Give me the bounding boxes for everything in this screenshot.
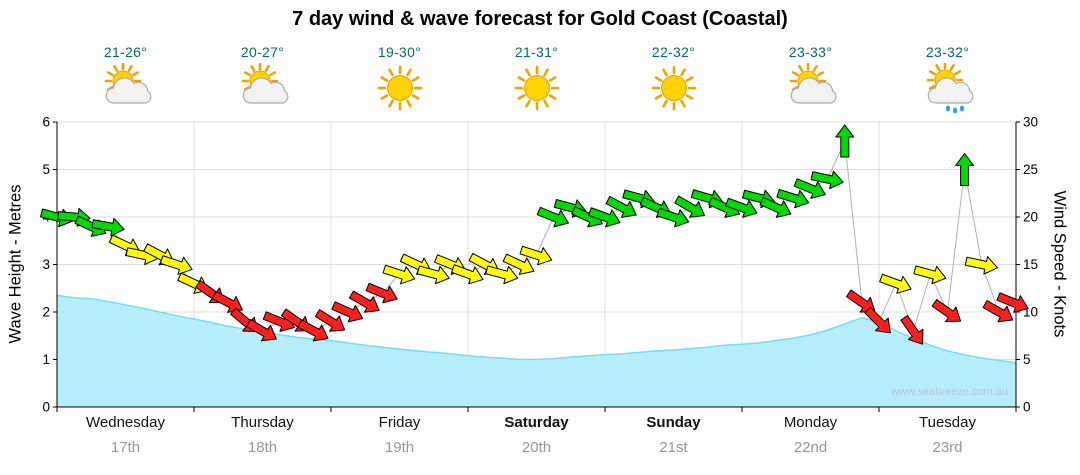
day-date: 19th [384,439,415,456]
weather-icon-slot [194,62,331,116]
wind-arrow [382,264,416,285]
wind-arrow [485,265,519,285]
wind-arrow [314,309,346,332]
wind-arrow [502,253,535,275]
partly-cloudy-icon [104,63,151,104]
weather-icon-slot [57,62,194,116]
weather-icon-slot [879,62,1016,116]
left-tick-label: 0 [42,400,50,415]
weather-icon-slot [331,62,468,116]
right-tick-label: 0 [1023,400,1031,415]
left-tick-label: 5 [42,162,50,177]
left-tick-label: 1 [42,352,50,367]
day-date: 18th [247,439,278,456]
sunny-icon [377,65,422,111]
weather-icon-slot [605,62,742,116]
wind-arrow [91,217,125,237]
temperature-range: 19-30° [377,44,422,60]
wind-arrow [810,170,844,190]
wind-arrow [900,315,924,345]
right-tick-label: 15 [1023,257,1038,272]
left-tick-label: 3 [42,257,50,272]
wind-arrow [982,300,1014,323]
showers-icon [926,63,973,114]
weather-icon-slot [468,62,605,116]
wave-height-area [57,295,1016,407]
partly-cloudy-icon [789,63,836,104]
wind-arrow [331,301,364,323]
wind-arrow [879,273,912,294]
wind-arrow [451,264,484,285]
right-tick-label: 20 [1023,210,1038,225]
temperature-range: 23-32° [925,44,970,60]
left-axis-title: Wave Height - Metres [6,184,25,344]
wind-arrow [955,153,975,186]
wave-height-line [56,294,1017,364]
sunny-icon [651,65,696,111]
left-tick-label: 6 [42,115,50,130]
chart-title: 7 day wind & wave forecast for Gold Coas… [292,8,788,30]
wind-arrow [996,292,1029,313]
temperature-range: 21-31° [514,44,559,60]
right-tick-label: 25 [1023,162,1038,177]
wind-arrow [656,207,690,228]
wind-arrow [588,207,621,228]
partly-cloudy-icon [241,63,288,104]
day-date: 23rd [932,439,963,456]
day-name: Sunday [646,414,701,431]
wind-arrow [674,195,705,218]
temperature-range: 21-26° [103,44,148,60]
wind-arrow [835,124,855,158]
wind-arrow [605,195,637,218]
wind-arrow [416,265,450,285]
wind-arrow [348,290,380,313]
wind-arrow [913,265,947,285]
right-tick-label: 5 [1023,352,1031,367]
day-date: 22nd [793,439,828,456]
wind-arrow [793,178,826,199]
wind-arrow [964,256,998,275]
day-name: Friday [378,414,421,431]
day-name: Thursday [231,414,294,431]
left-tick-label: 2 [42,305,50,320]
wind-arrow [159,255,193,275]
day-date: 20th [521,439,552,456]
day-date: 21st [659,439,688,456]
wind-arrow [776,188,810,209]
day-name: Saturday [504,414,569,431]
right-tick-label: 30 [1023,115,1038,130]
wind-arrow [725,197,758,218]
temperature-range: 20-27° [240,44,285,60]
day-name: Monday [783,414,838,431]
day-name: Wednesday [86,414,165,431]
wind-arrow [931,299,962,323]
wind-arrow [365,282,398,304]
temperature-range: 23-33° [788,44,833,60]
day-date: 17th [110,439,141,456]
right-axis-title: Wind Speed - Knots [1050,190,1069,338]
wind-arrow [246,319,277,342]
weather-icon-slot [742,62,879,116]
wind-arrow [519,245,553,266]
watermark: www.seabreeze.com.au [890,386,1008,398]
sunny-icon [514,65,559,111]
day-name: Tuesday [919,414,976,431]
temperature-range: 22-32° [651,44,696,60]
wind-arrow [297,319,329,342]
wind-arrows [40,124,1029,345]
wind-arrow [759,196,792,218]
wind-arrow [864,306,891,334]
wind-arrow [536,206,569,228]
